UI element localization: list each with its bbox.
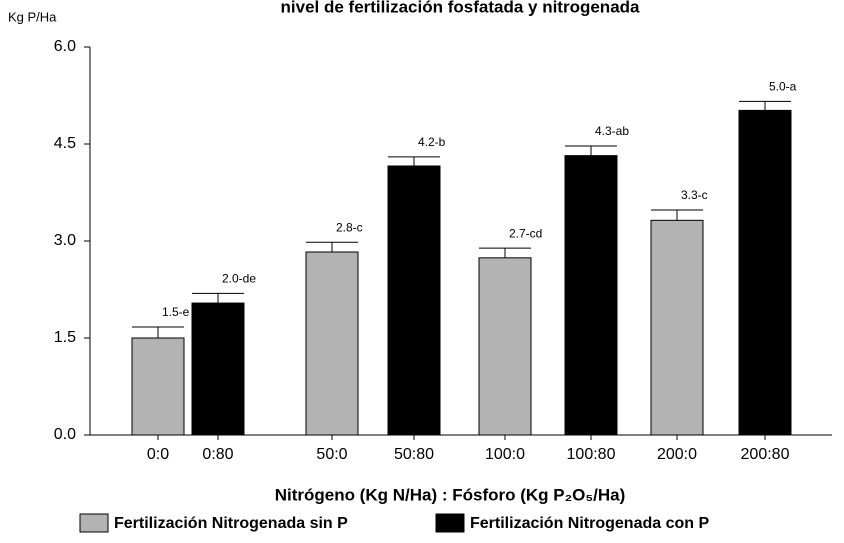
chart-title: nivel de fertilización fosfatada y nitro… (281, 0, 641, 16)
legend-swatch (79, 513, 109, 533)
value-label: 3.3-c (681, 188, 708, 202)
bar (738, 109, 792, 436)
bar (387, 165, 441, 436)
bar (478, 257, 532, 436)
y-tick-label: 6.0 (54, 38, 76, 55)
x-tick-label: 50:0 (316, 446, 347, 463)
y-axis-label: Kg P/Ha (8, 9, 57, 24)
y-tick-label: 3.0 (54, 232, 76, 249)
bar (650, 219, 704, 436)
legend-label: Fertilización Nitrogenada con P (470, 515, 709, 532)
bar (131, 337, 185, 436)
value-label: 4.2-b (418, 135, 446, 149)
x-tick-label: 100:0 (485, 446, 525, 463)
value-label: 5.0-a (769, 79, 797, 93)
value-label: 1.5-e (162, 305, 190, 319)
x-tick-label: 0:80 (202, 446, 233, 463)
bar (305, 251, 359, 436)
legend-label: Fertilización Nitrogenada sin P (114, 515, 348, 532)
x-tick-label: 200:0 (657, 446, 697, 463)
value-label: 2.8-c (336, 220, 363, 234)
bar (191, 302, 245, 436)
x-tick-label: 200:80 (741, 446, 790, 463)
x-axis-label: Nitrógeno (Kg N/Ha) : Fósforo (Kg P₂O₅/H… (275, 485, 626, 504)
y-tick-label: 4.5 (54, 135, 76, 152)
value-label: 2.0-de (222, 272, 256, 286)
legend-swatch (435, 513, 465, 533)
value-label: 2.7-cd (509, 226, 542, 240)
value-label: 4.3-ab (595, 124, 629, 138)
y-tick-label: 1.5 (54, 329, 76, 346)
x-tick-label: 100:80 (567, 446, 616, 463)
bar (564, 155, 618, 436)
x-tick-label: 50:80 (394, 446, 434, 463)
y-tick-label: 0.0 (54, 426, 76, 443)
x-tick-label: 0:0 (147, 446, 169, 463)
